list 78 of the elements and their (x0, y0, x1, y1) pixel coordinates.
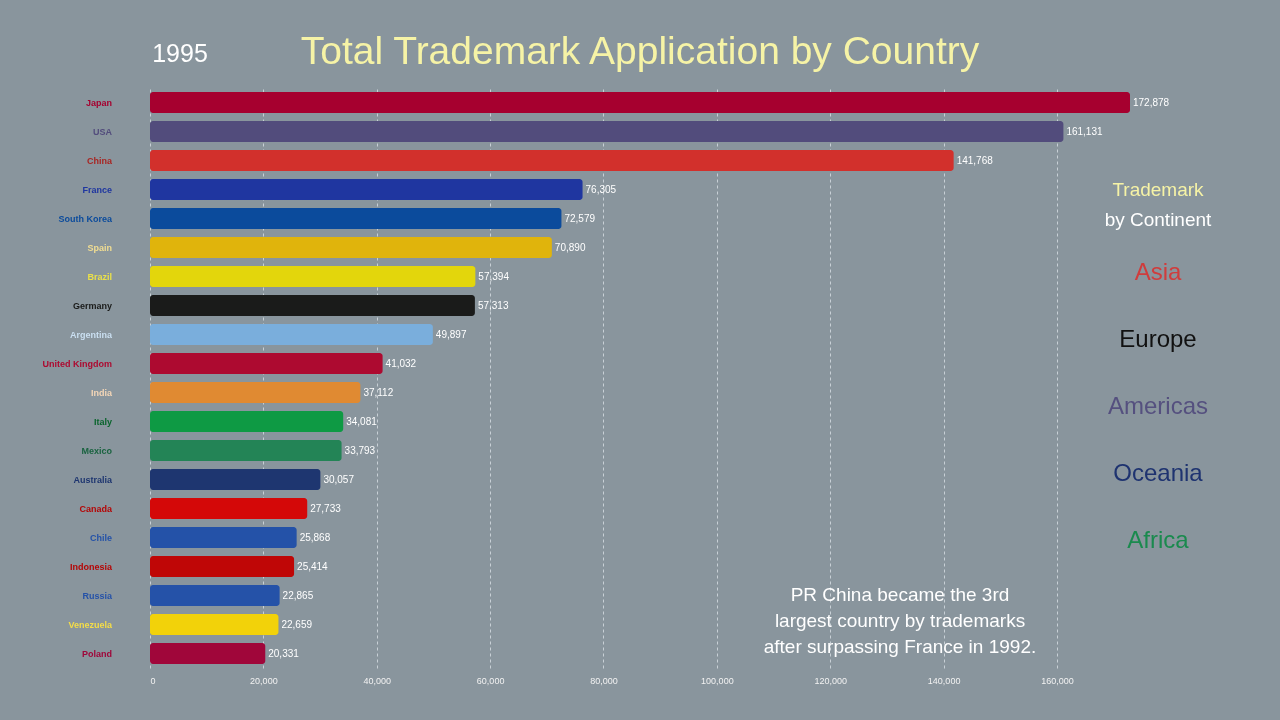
y-tick-label: Poland (81, 648, 112, 659)
data-label: 27,733 (310, 502, 342, 514)
data-label: 30,057 (323, 473, 355, 485)
data-label: 25,868 (299, 531, 331, 543)
data-label: 172,878 (1133, 96, 1170, 108)
y-tick-label: Canada (79, 503, 113, 514)
x-tick-label: 20,000 (250, 675, 278, 686)
bar (150, 324, 433, 345)
data-label: 22,659 (281, 618, 313, 630)
data-label: 49,897 (435, 328, 467, 340)
x-tick-label: 140,000 (927, 675, 961, 686)
bar (150, 556, 295, 577)
data-label: 37,112 (363, 386, 394, 398)
data-label: 70,890 (554, 241, 586, 253)
data-label: 20,331 (268, 647, 300, 659)
y-tick-label: Italy (93, 416, 112, 427)
annotation: PR China became the 3rd largest country by trademarks after surpassing France in 1992. (763, 584, 1037, 657)
bar (150, 498, 308, 519)
bar (150, 237, 552, 258)
bar (150, 585, 280, 606)
x-tick-label: 40,000 (363, 675, 392, 686)
data-label: 141,768 (956, 154, 994, 166)
bar (150, 92, 1130, 113)
bar (150, 382, 361, 403)
x-tick-label: 80,000 (590, 675, 618, 686)
data-label: 22,865 (282, 589, 314, 601)
chart-title: Total Trademark Application by Country (300, 29, 980, 72)
bar (150, 295, 475, 316)
data-label: 76,305 (585, 183, 617, 195)
y-tick-label: Germany (72, 300, 112, 311)
y-tick-label: Mexico (81, 445, 113, 456)
bar (150, 643, 266, 664)
data-label: 72,579 (564, 212, 596, 224)
y-tick-label: Australia (73, 474, 113, 485)
bar (150, 208, 562, 229)
x-tick-label: 120,000 (814, 675, 848, 686)
bar (150, 150, 954, 171)
y-tick-label: Argentina (69, 329, 113, 340)
y-tick-label: France (82, 184, 112, 195)
y-tick-label: United Kingdom (42, 358, 112, 369)
y-tick-label: Venezuela (68, 619, 113, 630)
chart-subtitle: 1995 (152, 39, 208, 67)
y-tick-label: Indonesia (69, 561, 113, 572)
x-tick-label: 100,000 (701, 675, 734, 686)
bar (150, 121, 1064, 142)
legend-title: Trademark by Continent (1104, 179, 1213, 230)
y-tick-label: China (86, 155, 113, 166)
data-label: 34,081 (346, 415, 378, 427)
data-label: 57,313 (477, 299, 509, 311)
data-label: 57,394 (478, 270, 510, 282)
y-tick-label: Spain (87, 242, 112, 253)
x-tick-label: 60,000 (476, 675, 505, 686)
bar (150, 614, 279, 635)
legend-label: Oceania (1113, 459, 1204, 486)
legend-label: Americas (1107, 392, 1209, 419)
bar (150, 440, 342, 461)
data-label: 25,414 (297, 560, 329, 572)
legend-label: Asia (1134, 258, 1182, 285)
y-tick-label: Chile (89, 532, 112, 543)
legend-label: Africa (1127, 526, 1190, 553)
y-tick-label: Brazil (87, 271, 112, 282)
y-tick-label: Russia (82, 590, 113, 601)
y-tick-label: USA (92, 126, 113, 137)
bar (150, 179, 583, 200)
bar (150, 411, 344, 432)
data-label: 33,793 (344, 444, 376, 456)
bar (150, 527, 297, 548)
bar (150, 266, 476, 287)
y-tick-label: South Korea (58, 213, 113, 224)
y-tick-label: Japan (85, 97, 112, 108)
bar (150, 469, 321, 490)
data-label: 41,032 (385, 357, 417, 369)
x-tick-label: 160,000 (1041, 675, 1074, 686)
bar (150, 353, 383, 374)
data-label: 161,131 (1066, 125, 1103, 137)
legend-label: Europe (1119, 325, 1197, 352)
y-tick-label: India (90, 387, 113, 398)
x-tick-label: 0 (150, 675, 156, 686)
